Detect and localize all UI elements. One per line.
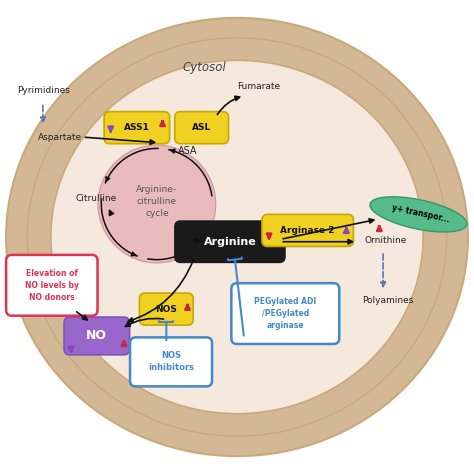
Text: ASL: ASL: [192, 123, 211, 132]
Text: Fumarate: Fumarate: [237, 82, 280, 91]
Text: Arginase 2: Arginase 2: [281, 226, 335, 235]
FancyBboxPatch shape: [130, 337, 212, 386]
Text: PEGylated ADI
/PEGylated
arginase: PEGylated ADI /PEGylated arginase: [254, 297, 317, 330]
Text: Ornithine: Ornithine: [364, 236, 407, 245]
FancyBboxPatch shape: [6, 255, 98, 316]
Ellipse shape: [370, 197, 467, 232]
FancyBboxPatch shape: [262, 214, 354, 246]
Text: y+ transpor...: y+ transpor...: [391, 203, 450, 224]
Ellipse shape: [27, 38, 447, 436]
Text: Aspartate: Aspartate: [38, 133, 82, 142]
FancyBboxPatch shape: [231, 283, 339, 344]
FancyBboxPatch shape: [175, 221, 285, 263]
Text: NO: NO: [86, 329, 107, 342]
Ellipse shape: [51, 60, 423, 414]
Text: ASS1: ASS1: [124, 123, 150, 132]
Text: NOS: NOS: [155, 305, 177, 314]
Text: Arginine: Arginine: [203, 237, 256, 246]
FancyBboxPatch shape: [104, 112, 170, 144]
Text: ASA: ASA: [178, 146, 197, 156]
Ellipse shape: [98, 145, 216, 263]
Text: Elevation of
NO levels by
NO donors: Elevation of NO levels by NO donors: [25, 269, 79, 301]
Text: Citrulline: Citrulline: [75, 194, 116, 203]
Ellipse shape: [6, 18, 468, 456]
Text: Arginine-
citrulline
cycle: Arginine- citrulline cycle: [137, 185, 177, 218]
FancyBboxPatch shape: [64, 317, 129, 355]
Text: Pyrimidines: Pyrimidines: [18, 86, 70, 95]
Text: Polyamines: Polyamines: [362, 296, 413, 305]
FancyBboxPatch shape: [139, 293, 193, 325]
Text: NOS
inhibitors: NOS inhibitors: [148, 352, 194, 372]
FancyBboxPatch shape: [175, 112, 228, 144]
Text: Cytosol: Cytosol: [182, 61, 226, 74]
